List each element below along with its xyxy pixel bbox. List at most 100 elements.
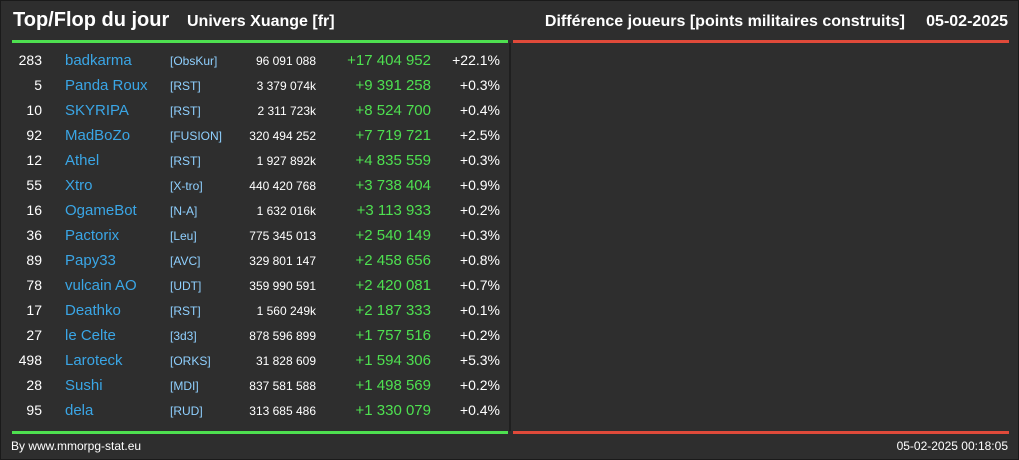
points-delta: +9 391 258	[355, 77, 432, 94]
points-delta: +1 498 569	[355, 377, 432, 394]
points-delta-percent: +0.2%	[459, 327, 500, 343]
player-points: 359 990 591	[249, 279, 316, 293]
points-delta: +1 757 516	[355, 327, 432, 344]
player-name-link[interactable]: Sushi	[65, 377, 103, 394]
player-name-link[interactable]: Laroteck	[65, 352, 123, 369]
table-row: 89 Papy33 [AVC] 329 801 147 +2 458 656 +0.8%	[12, 248, 508, 273]
table-row: 12 Athel [RST] 1 927 892k +4 835 559 +0.3%	[12, 148, 508, 173]
player-name-link[interactable]: le Celte	[65, 327, 116, 344]
page-title: Top/Flop du jour	[13, 9, 170, 31]
table-row: 28 Sushi [MDI] 837 581 588 +1 498 569 +0.2%	[12, 373, 508, 398]
points-delta: +2 458 656	[355, 252, 432, 269]
points-delta: +4 835 559	[355, 152, 432, 169]
player-rank: 92	[26, 127, 42, 143]
player-name-link[interactable]: SKYRIPA	[65, 102, 129, 119]
alliance-tag-link[interactable]: [ORKS]	[170, 354, 211, 368]
points-delta-percent: +0.1%	[459, 302, 500, 318]
player-name-link[interactable]: dela	[65, 402, 94, 419]
player-points: 320 494 252	[249, 129, 316, 143]
player-name-link[interactable]: Xtro	[65, 177, 93, 194]
top-players-table: 283 badkarma [ObsKur] 96 091 088 +17 404 952…	[12, 48, 508, 426]
player-points: 1 560 249k	[256, 304, 316, 318]
alliance-tag-link[interactable]: [RST]	[170, 304, 201, 318]
table-row: 27 le Celte [3d3] 878 596 899 +1 757 516 +0.2…	[12, 323, 508, 348]
player-points: 3 379 074k	[256, 79, 316, 93]
player-rank: 95	[26, 402, 42, 418]
player-points: 329 801 147	[249, 254, 316, 268]
alliance-tag-link[interactable]: [X-tro]	[170, 179, 203, 193]
player-name-link[interactable]: Panda Roux	[65, 77, 148, 94]
points-delta: +2 540 149	[355, 227, 432, 244]
flop-panel-bottom-line	[513, 431, 1009, 434]
points-delta-percent: +0.4%	[459, 102, 500, 118]
table-row: 16 OgameBot [N-A] 1 632 016k +3 113 933 +0.2%	[12, 198, 508, 223]
metric-label: Différence joueurs [points militaires co…	[544, 13, 905, 30]
points-delta: +1 594 306	[355, 352, 432, 369]
player-name-link[interactable]: Pactorix	[65, 227, 120, 244]
player-points: 440 420 768	[249, 179, 316, 193]
alliance-tag-link[interactable]: [RST]	[170, 79, 201, 93]
player-rank: 498	[18, 352, 42, 368]
points-delta-percent: +0.2%	[459, 202, 500, 218]
alliance-tag-link[interactable]: [FUSION]	[170, 129, 223, 143]
player-points: 31 828 609	[255, 354, 316, 368]
points-delta: +2 420 081	[355, 277, 432, 294]
player-name-link[interactable]: Deathko	[65, 302, 121, 319]
points-delta-percent: +2.5%	[459, 127, 500, 143]
alliance-tag-link[interactable]: [AVC]	[170, 254, 201, 268]
table-row: 5 Panda Roux [RST] 3 379 074k +9 391 258 +0.3…	[12, 73, 508, 98]
table-row: 10 SKYRIPA [RST] 2 311 723k +8 524 700 +0.4%	[12, 98, 508, 123]
header: Top/Flop du jour Univers Xuange [fr] Dif…	[1, 1, 1018, 41]
points-delta: +7 719 721	[355, 127, 432, 144]
points-delta: +8 524 700	[355, 102, 432, 119]
points-delta-percent: +0.8%	[459, 252, 500, 268]
player-points: 96 091 088	[255, 54, 316, 68]
site-credit: By www.mmorpg-stat.eu	[11, 439, 142, 453]
player-points: 837 581 588	[249, 379, 316, 393]
player-rank: 55	[26, 177, 42, 193]
player-name-link[interactable]: Athel	[65, 152, 100, 169]
alliance-tag-link[interactable]: [ObsKur]	[170, 54, 218, 68]
alliance-tag-link[interactable]: [RST]	[170, 104, 201, 118]
player-name-link[interactable]: Papy33	[65, 252, 116, 269]
table-row: 498 Laroteck [ORKS] 31 828 609 +1 594 306 +5.…	[12, 348, 508, 373]
alliance-tag-link[interactable]: [N-A]	[170, 204, 198, 218]
player-rank: 17	[26, 302, 42, 318]
player-rank: 10	[26, 102, 42, 118]
points-delta-percent: +22.1%	[452, 52, 500, 68]
player-rank: 28	[26, 377, 42, 393]
points-delta-percent: +0.3%	[459, 77, 500, 93]
player-rank: 27	[26, 327, 42, 343]
top-panel-top-line	[12, 40, 508, 43]
player-points: 2 311 723k	[257, 104, 317, 118]
alliance-tag-link[interactable]: [Leu]	[170, 229, 197, 243]
player-name-link[interactable]: OgameBot	[65, 202, 137, 219]
points-delta: +17 404 952	[347, 52, 431, 69]
points-delta-percent: +0.9%	[459, 177, 500, 193]
player-name-link[interactable]: vulcain AO	[65, 277, 137, 294]
alliance-tag-link[interactable]: [UDT]	[170, 279, 202, 293]
report-date: 05-02-2025	[926, 13, 1008, 30]
player-rank: 16	[26, 202, 42, 218]
points-delta: +1 330 079	[355, 402, 432, 419]
table-row: 78 vulcain AO [UDT] 359 990 591 +2 420 081 +0…	[12, 273, 508, 298]
player-rank: 5	[34, 77, 42, 93]
player-name-link[interactable]: badkarma	[65, 52, 132, 69]
player-name-link[interactable]: MadBoZo	[65, 127, 131, 144]
alliance-tag-link[interactable]: [3d3]	[170, 329, 197, 343]
player-points: 313 685 486	[249, 404, 316, 418]
alliance-tag-link[interactable]: [RST]	[170, 154, 201, 168]
generated-timestamp: 05-02-2025 00:18:05	[896, 439, 1008, 453]
points-delta-percent: +0.2%	[459, 377, 500, 393]
player-points: 775 345 013	[249, 229, 316, 243]
player-rank: 78	[26, 277, 42, 293]
player-rank: 36	[26, 227, 42, 243]
alliance-tag-link[interactable]: [MDI]	[170, 379, 199, 393]
alliance-tag-link[interactable]: [RUD]	[170, 404, 203, 418]
universe-label: Univers Xuange [fr]	[187, 13, 335, 30]
points-delta: +3 113 933	[356, 202, 431, 219]
table-row: 95 dela [RUD] 313 685 486 +1 330 079 +0.4%	[12, 398, 508, 423]
points-delta: +2 187 333	[355, 302, 432, 319]
player-rank: 283	[18, 52, 42, 68]
